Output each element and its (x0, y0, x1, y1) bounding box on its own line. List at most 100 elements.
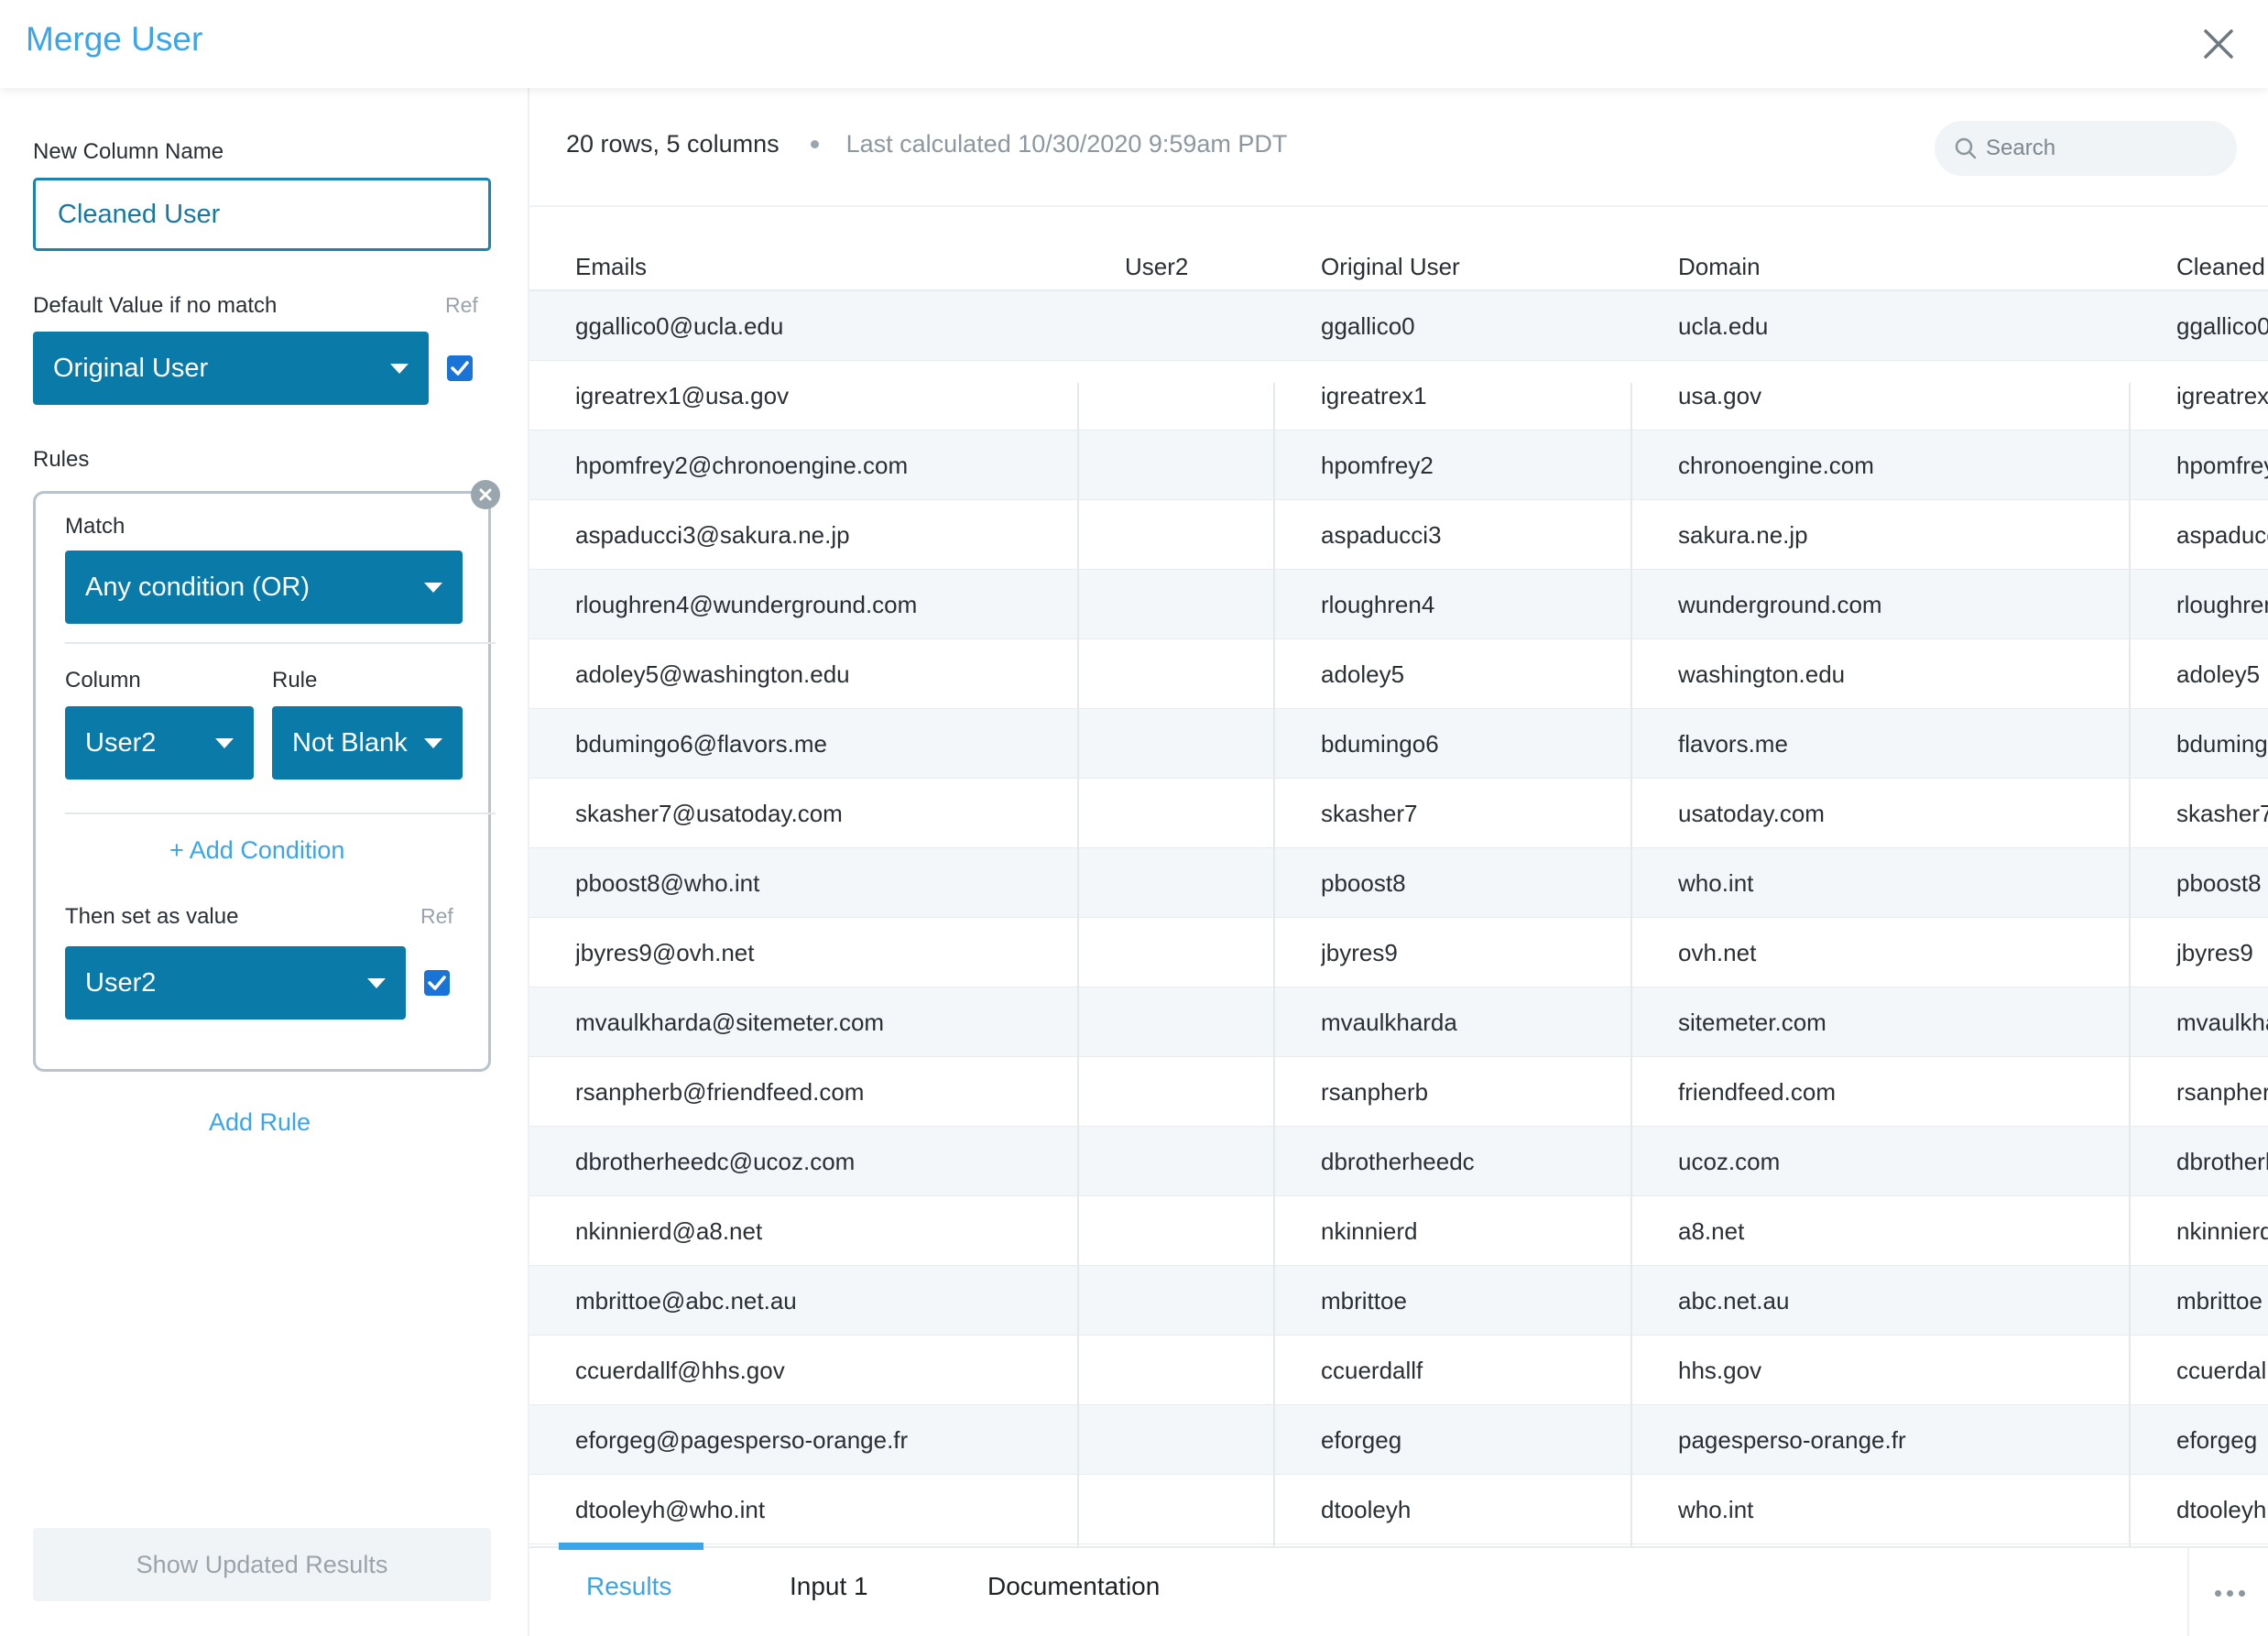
table-row[interactable]: nkinnierd@a8.net nkinnierd a8.net nkinnierd (529, 1196, 2268, 1266)
default-value-select-label: Original User (53, 353, 209, 383)
table-cell: ucoz.com (1678, 1148, 1781, 1175)
table-row[interactable]: jbyres9@ovh.net jbyres9 ovh.net jbyres9 (529, 918, 2268, 987)
table-cell: pagesperso-orange.fr (1678, 1426, 1906, 1454)
table-row[interactable]: aspaducci3@sakura.ne.jp aspaducci3 sakura.… (529, 500, 2268, 570)
table-row[interactable]: hpomfrey2@chronoengine.com hpomfrey2 chron… (529, 431, 2268, 500)
table-row[interactable]: eforgeg@pagesperso-orange.fr eforgeg pages… (529, 1405, 2268, 1475)
table-cell: igreatrex1 (1321, 382, 1427, 409)
table-cell: sitemeter.com (1678, 1009, 1826, 1036)
table-cell: usa.gov (1678, 382, 1762, 409)
condition-rule-select[interactable]: Not Blank (272, 706, 463, 780)
bottom-tabs: Results Input 1 Documentation (529, 1543, 2268, 1636)
table-cell: wunderground.com (1678, 591, 1882, 618)
table-cell: ccuerdallf@hhs.gov (575, 1357, 785, 1384)
divider (65, 813, 496, 814)
tab-input-1[interactable]: Input 1 (790, 1572, 868, 1600)
table-cell: friendfeed.com (1678, 1078, 1836, 1106)
column-header-domain[interactable]: Domain (1678, 253, 1761, 280)
tab-results[interactable]: Results (586, 1572, 672, 1600)
new-column-input[interactable] (33, 178, 491, 251)
tab-documentation[interactable]: Documentation (987, 1572, 1161, 1600)
table-cell: rloughren4@wunderground.com (575, 591, 918, 618)
table-row[interactable]: bdumingo6@flavors.me bdumingo6 flavors.me b… (529, 709, 2268, 779)
table-cell (1125, 987, 1262, 1057)
table-cell (1125, 1196, 1262, 1266)
table-cell: jbyres9 (2176, 939, 2253, 966)
row-count: 20 rows, 5 columns (566, 130, 780, 158)
table-cell: ggallico0 (2176, 312, 2268, 340)
chevron-down-icon (424, 583, 442, 593)
table-cell: jbyres9 (1321, 939, 1398, 966)
show-updated-results-button[interactable]: Show Updated Results (33, 1528, 491, 1601)
active-tab-indicator (559, 1543, 703, 1550)
default-value-label: Default Value if no match (33, 293, 278, 318)
table-cell: who.int (1678, 869, 1754, 897)
table-row[interactable]: ccuerdallf@hhs.gov ccuerdallf hhs.gov ccuer… (529, 1336, 2268, 1405)
last-calculated: Last calculated 10/30/2020 9:59am PDT (845, 130, 1288, 158)
column-header-emails[interactable]: Emails (575, 253, 648, 280)
add-rule-button[interactable]: Add Rule (209, 1108, 311, 1136)
table-cell: dbrotherheedc (2176, 1148, 2268, 1175)
rule-card: Match Any condition (OR) Column Rule Use… (33, 491, 496, 1072)
table-row[interactable]: dbrotherheedc@ucoz.com dbrotherheedc ucoz.… (529, 1127, 2268, 1196)
table-cell: mvaulkharda@sitemeter.com (575, 1009, 885, 1036)
table-cell: rloughren4 (1321, 591, 1435, 618)
remove-rule-button[interactable] (471, 480, 500, 509)
column-header-original-user[interactable]: Original User (1321, 253, 1460, 280)
table-cell (1125, 918, 1262, 987)
table-row[interactable]: dtooleyh@who.int dtooleyh who.int dtooleyh (529, 1475, 2268, 1544)
table-row[interactable]: rsanpherb@friendfeed.com rsanpherb friendf… (529, 1057, 2268, 1127)
table-cell: eforgeg (1321, 1426, 1402, 1454)
table-cell (1125, 570, 1262, 639)
column-divider (1077, 383, 1079, 1634)
table-cell: eforgeg (2176, 1426, 2258, 1454)
match-select[interactable]: Any condition (OR) (65, 551, 463, 624)
page-title: Merge User (26, 20, 203, 58)
add-condition-button[interactable]: + Add Condition (169, 836, 345, 864)
table-cell (1125, 291, 1262, 361)
table-cell: abc.net.au (1678, 1287, 1790, 1314)
default-value-select[interactable]: Original User (33, 332, 429, 405)
table-cell: igreatrex1 (2176, 382, 2268, 409)
table-row[interactable]: adoley5@washington.edu adoley5 washington.… (529, 639, 2268, 709)
table-cell: hpomfrey2 (2176, 452, 2268, 479)
checkbox-checked-icon (451, 361, 469, 376)
table-row[interactable]: ggallico0@ucla.edu ggallico0 ucla.edu ggall… (529, 291, 2268, 361)
condition-column-select[interactable]: User2 (65, 706, 254, 780)
column-header-cleaned[interactable]: Cleaned (2176, 253, 2265, 280)
table-cell: aspaducci3@sakura.ne.jp (575, 521, 850, 549)
table-row[interactable]: rloughren4@wunderground.com rloughren4 wun… (529, 570, 2268, 639)
chevron-down-icon (215, 738, 234, 748)
table-row[interactable]: pboost8@who.int pboost8 who.int pboost8 (529, 848, 2268, 918)
rule-label: Rule (272, 668, 318, 693)
then-set-label: Then set as value (65, 904, 239, 929)
match-select-label: Any condition (OR) (85, 572, 310, 602)
table-cell: sakura.ne.jp (1678, 521, 1808, 549)
remove-rule-icon (479, 488, 492, 501)
search-box[interactable] (1935, 121, 2237, 176)
table-cell: dbrotherheedc@ucoz.com (575, 1148, 856, 1175)
table-cell: nkinnierd@a8.net (575, 1217, 763, 1245)
chevron-down-icon (390, 364, 409, 374)
default-ref-checkbox[interactable] (447, 355, 473, 381)
table-cell (1125, 1336, 1262, 1405)
column-header-user2[interactable]: User2 (1125, 253, 1189, 280)
results-table: ggallico0@ucla.edu ggallico0 ucla.edu ggall… (529, 291, 2268, 1544)
table-cell: eforgeg@pagesperso-orange.fr (575, 1426, 909, 1454)
table-cell: nkinnierd (2176, 1217, 2268, 1245)
table-row[interactable]: mvaulkharda@sitemeter.com mvaulkharda site… (529, 987, 2268, 1057)
table-cell (1125, 1266, 1262, 1336)
table-row[interactable]: mbrittoe@abc.net.au mbrittoe abc.net.au mbr… (529, 1266, 2268, 1336)
divider (529, 289, 2268, 291)
search-input[interactable] (1986, 136, 2224, 161)
then-ref-label: Ref (420, 904, 453, 928)
chevron-down-icon (424, 738, 442, 748)
close-button[interactable] (2195, 20, 2242, 68)
then-ref-checkbox[interactable] (424, 970, 450, 996)
then-value-select[interactable]: User2 (65, 946, 406, 1020)
more-button[interactable] (2187, 1548, 2268, 1636)
rules-label: Rules (33, 447, 90, 472)
table-cell: pboost8 (1321, 869, 1406, 897)
table-row[interactable]: igreatrex1@usa.gov igreatrex1 usa.gov igrea… (529, 361, 2268, 431)
table-row[interactable]: skasher7@usatoday.com skasher7 usatoday.co… (529, 779, 2268, 848)
